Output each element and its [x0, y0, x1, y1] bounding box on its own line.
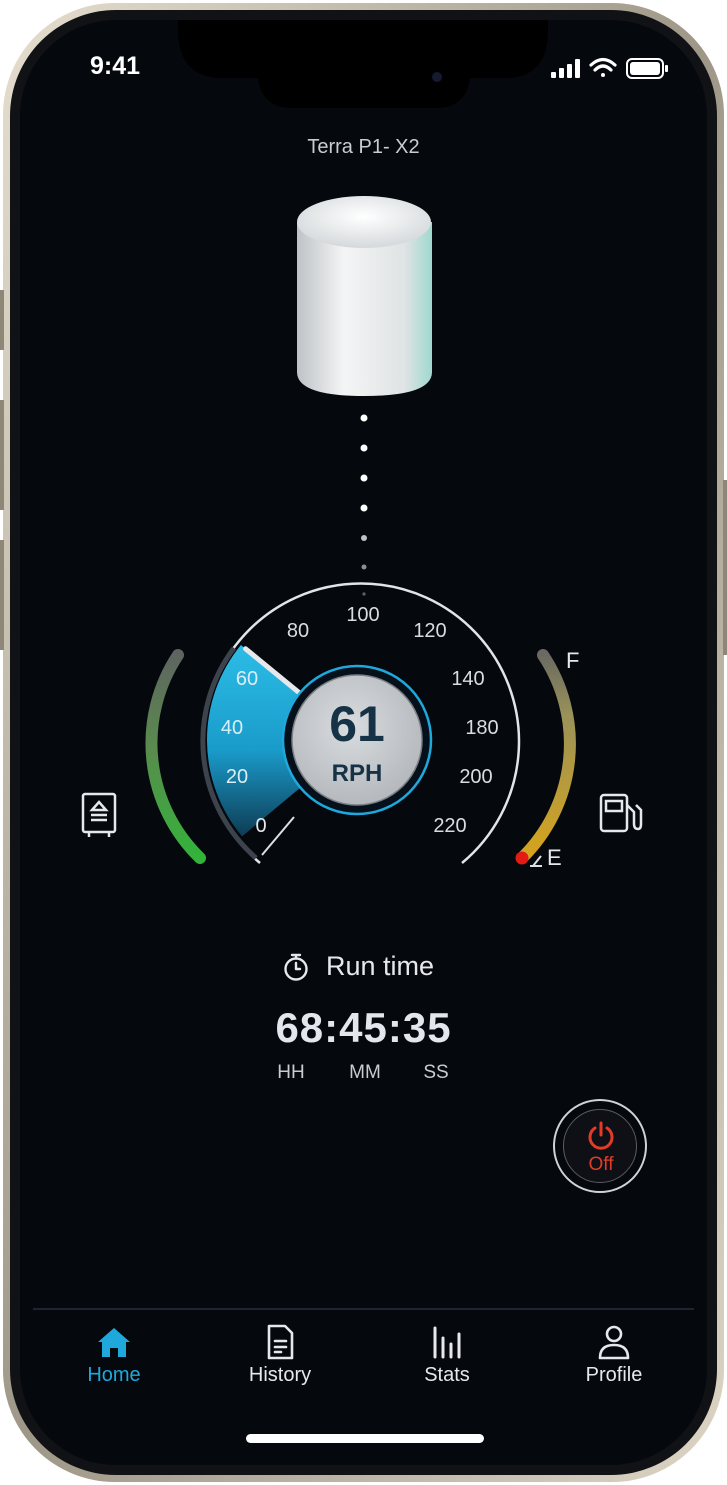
- device-name: Terra P1- X2: [307, 136, 420, 158]
- stopwatch-icon: [284, 953, 308, 981]
- person-icon: [598, 1325, 630, 1360]
- runtime-label: Run time: [326, 951, 435, 981]
- device-cylinder-image: [297, 196, 432, 396]
- tick-label: 100: [346, 604, 380, 626]
- power-icon: [588, 1121, 614, 1150]
- document-icon: [267, 1324, 294, 1360]
- tick-label: 40: [220, 717, 244, 739]
- gauge-needle: [243, 646, 304, 697]
- runtime-unit-seconds: SS: [423, 1062, 449, 1083]
- tab-profile[interactable]: Profile: [549, 1318, 679, 1398]
- power-button-inner: Off: [563, 1109, 637, 1183]
- tick-label: 60: [235, 668, 259, 690]
- runtime-unit-minutes: MM: [349, 1062, 381, 1083]
- tab-history[interactable]: History: [215, 1318, 345, 1398]
- tick-label: 140: [451, 668, 485, 690]
- notch: [178, 20, 548, 108]
- generator-icon: [81, 792, 117, 837]
- tick-label: 200: [459, 766, 493, 788]
- fuel-empty-dot: [515, 851, 529, 865]
- tab-stats[interactable]: Stats: [382, 1318, 512, 1398]
- fuel-pump-icon: [599, 793, 643, 833]
- tick-label: 180: [465, 717, 499, 739]
- tab-history-label: History: [248, 1364, 312, 1386]
- runtime-value: 68:45:35: [275, 1004, 452, 1051]
- gauge-center-disc: [291, 674, 423, 806]
- tab-profile-label: Profile: [585, 1364, 643, 1386]
- power-button-label: Off: [588, 1154, 614, 1175]
- tick-label: 220: [433, 815, 467, 837]
- runtime-unit-hours: HH: [277, 1062, 305, 1083]
- bar-chart-icon: [433, 1326, 461, 1359]
- wifi-icon: [589, 57, 617, 77]
- fuel-empty-label: E: [547, 845, 562, 870]
- battery-level-bar: [145, 649, 206, 864]
- tick-label: 20: [225, 766, 249, 788]
- fuel-full-label: F: [566, 648, 580, 673]
- tick-label: 120: [413, 620, 447, 642]
- tab-home[interactable]: Home: [49, 1318, 179, 1398]
- signal-icon: [551, 59, 580, 78]
- tick-label: 0: [255, 815, 267, 837]
- connection-dots: [360, 414, 368, 596]
- gauge-fill: [206, 644, 301, 837]
- home-icon: [98, 1328, 130, 1357]
- fuel-level-bar: [516, 649, 576, 864]
- home-indicator: [246, 1434, 484, 1443]
- power-button[interactable]: Off: [553, 1099, 647, 1193]
- tab-home-label: Home: [87, 1364, 141, 1386]
- tab-stats-label: Stats: [424, 1364, 470, 1386]
- status-bar-time: 9:41: [90, 52, 141, 80]
- tab-bar-divider: [33, 1308, 694, 1310]
- gauge-value: 61: [329, 696, 385, 752]
- gauge-unit: RPH: [331, 760, 383, 787]
- battery-icon: [626, 58, 668, 79]
- tick-label: 80: [286, 620, 310, 642]
